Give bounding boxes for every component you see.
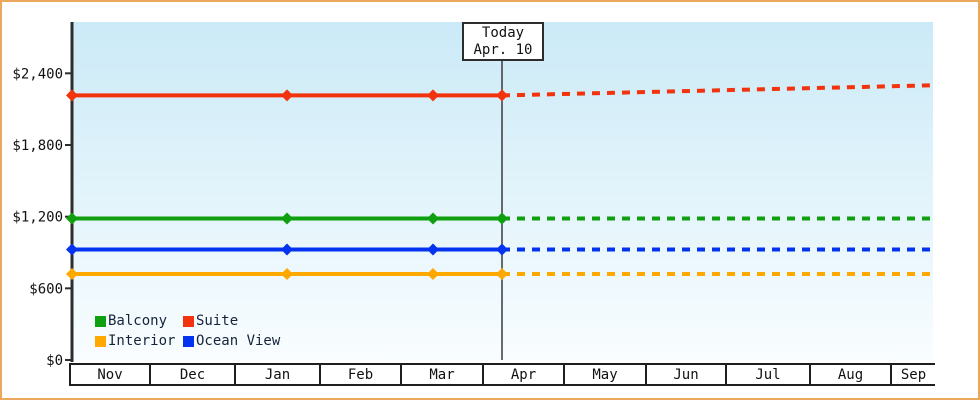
legend-label-interior: Interior: [108, 333, 176, 349]
month-label: Apr: [510, 366, 537, 383]
series-ocean-view-marker: [66, 243, 78, 256]
series-balcony-marker: [496, 212, 508, 225]
y-tick-label: $0: [46, 353, 63, 369]
y-tick-label: $2,400: [12, 66, 63, 82]
series-suite-marker: [281, 89, 293, 102]
today-label: Today: [481, 25, 525, 41]
series-interior-marker: [66, 267, 78, 280]
month-axis-band: Nov Dec Jan Feb Mar Apr May Jun Jul Aug Sep: [2, 363, 978, 386]
month-cell-dec: Dec: [149, 363, 234, 386]
today-date-label: Apr. 10: [473, 42, 533, 58]
legend-label-suite: Suite: [196, 313, 239, 329]
month-cell-sep: Sep: [890, 363, 935, 386]
series-ocean-view-marker: [427, 243, 439, 256]
series-interior-marker: [281, 267, 293, 280]
month-cell-jan: Jan: [234, 363, 319, 386]
month-cell-mar: Mar: [400, 363, 482, 386]
ocean-view-color-swatch: [183, 335, 194, 347]
month-cell-jun: Jun: [645, 363, 725, 386]
series-ocean-view-marker: [281, 243, 293, 256]
month-cell-nov: Nov: [69, 363, 149, 386]
series-interior-marker: [427, 267, 439, 280]
month-label: Jan: [264, 366, 291, 383]
series-suite-marker: [66, 89, 78, 102]
month-label: Mar: [429, 366, 455, 383]
month-label: Aug: [837, 366, 864, 383]
month-label: Dec: [179, 366, 206, 383]
month-cell-aug: Aug: [809, 363, 890, 386]
today-annotation-box: Today Apr. 10: [462, 22, 544, 61]
month-label: Nov: [97, 366, 123, 383]
series-suite-forecast-line: [501, 83, 934, 98]
legend-item-ocean-view: Ocean View: [183, 333, 280, 349]
month-cell-apr: Apr: [482, 363, 563, 386]
legend: Balcony Suite Interior Ocean View: [95, 313, 280, 349]
y-tick-label: $1,200: [12, 210, 63, 226]
series-interior-marker: [496, 267, 508, 280]
month-cell-feb: Feb: [319, 363, 400, 386]
month-label: Jul: [755, 366, 781, 383]
legend-label-ocean-view: Ocean View: [196, 333, 281, 349]
y-tick-label: $600: [29, 281, 63, 297]
month-cell-may: May: [563, 363, 645, 386]
suite-color-swatch: [183, 315, 194, 327]
legend-item-balcony: Balcony: [95, 313, 183, 329]
series-suite-marker: [427, 89, 439, 102]
legend-label-balcony: Balcony: [108, 313, 168, 329]
plot-background: [73, 22, 933, 360]
series-balcony-marker: [66, 212, 78, 225]
y-tick-label: $1,800: [12, 138, 63, 154]
series-suite-marker: [496, 89, 508, 102]
month-label: Feb: [347, 366, 374, 383]
month-label: May: [592, 366, 618, 383]
interior-color-swatch: [95, 335, 106, 347]
month-label: Jun: [673, 366, 699, 383]
series-balcony-marker: [281, 212, 293, 225]
legend-item-interior: Interior: [95, 333, 183, 349]
month-cell-jul: Jul: [725, 363, 809, 386]
series-balcony-marker: [427, 212, 439, 225]
balcony-color-swatch: [95, 315, 106, 327]
month-label: Sep: [900, 366, 927, 383]
legend-item-suite: Suite: [183, 313, 280, 329]
series-ocean-view-marker: [496, 243, 508, 256]
